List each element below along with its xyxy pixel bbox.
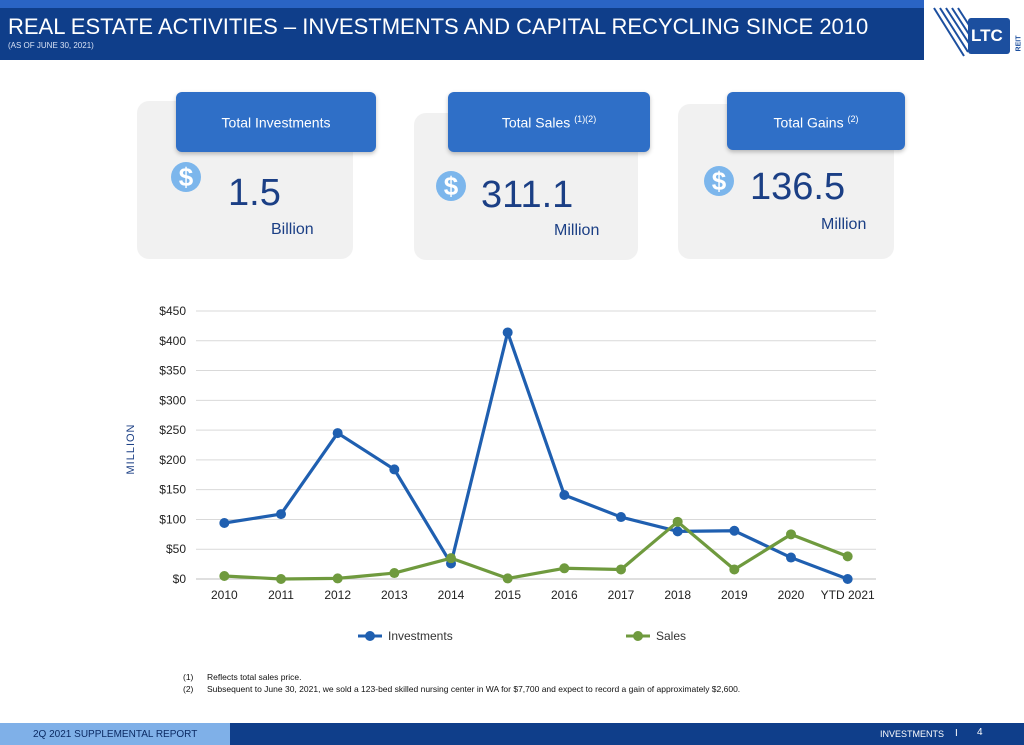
footnote-number: (2): [183, 684, 194, 694]
y-tick-label: $150: [159, 483, 186, 497]
x-tick-label: 2018: [664, 588, 691, 602]
data-point: [446, 553, 456, 564]
x-tick-label: YTD 2021: [821, 588, 875, 602]
stat-card-footnote-ref: (2): [847, 114, 859, 124]
y-tick-label: $350: [159, 364, 186, 378]
y-tick-label: $0: [173, 572, 187, 586]
data-point: [502, 327, 513, 338]
dollar-icon: $: [436, 171, 466, 201]
footnote-text: Reflects total sales price.: [207, 672, 302, 682]
page-number: 4: [977, 727, 983, 738]
legend-marker: [633, 631, 643, 641]
header-stripe: [0, 0, 1024, 8]
legend-label: Investments: [388, 629, 453, 643]
investments-sales-line-chart: $0 $50 $100 $150 $200 $250 $300 $350 $400 $450 201…: [125, 304, 876, 643]
legend-label: Sales: [656, 629, 686, 643]
data-point: [729, 564, 740, 575]
x-tick-label: 2017: [608, 588, 635, 602]
data-point: [616, 512, 626, 523]
stat-card-label: Total Gains: [773, 114, 844, 131]
logo-text: LTC: [971, 26, 1003, 45]
data-point: [276, 574, 286, 584]
stat-unit-total-gains: Million: [821, 216, 867, 233]
dollar-icon: $: [704, 166, 734, 196]
data-point: [842, 551, 853, 562]
data-point: [559, 490, 570, 501]
stat-unit-total-investments: Billion: [271, 221, 314, 238]
footer-section-name: INVESTMENTS: [880, 729, 945, 739]
y-tick-label: $400: [159, 334, 186, 348]
data-point: [672, 516, 683, 527]
data-point: [786, 552, 796, 563]
data-point: [332, 428, 343, 439]
x-tick-label: 2015: [494, 588, 521, 602]
stat-unit-total-sales: Million: [554, 222, 600, 239]
legend-marker: [365, 631, 375, 641]
stat-card-label: Total Investments: [221, 114, 331, 131]
footer-left-bar: [0, 723, 230, 745]
stat-card-tab-total-gains: Total Gains (2): [727, 92, 905, 150]
data-point: [219, 518, 230, 529]
x-tick-label: 2016: [551, 588, 578, 602]
stat-card-tab-total-investments: Total Investments: [176, 92, 376, 152]
footnote-text: Subsequent to June 30, 2021, we sold a 1…: [207, 684, 741, 694]
footer-report-name: 2Q 2021 SUPPLEMENTAL REPORT: [33, 729, 198, 740]
footer-right-bar: [230, 723, 1024, 745]
y-tick-label: $100: [159, 512, 186, 526]
series-line-sales: [224, 520, 849, 581]
data-point: [786, 529, 796, 540]
dollar-icon: $: [171, 162, 201, 192]
data-point: [219, 571, 230, 582]
data-point: [672, 526, 683, 537]
footnote-number: (1): [183, 672, 194, 682]
y-tick-label: $450: [159, 304, 186, 318]
logo-badge: [968, 18, 1010, 54]
footer-separator: I: [955, 728, 958, 739]
series-line-investments: [224, 330, 849, 581]
y-tick-label: $300: [159, 393, 186, 407]
x-tick-label: 2013: [381, 588, 408, 602]
data-point: [389, 568, 400, 579]
x-tick-label: 2020: [778, 588, 805, 602]
y-axis-title: MILLION: [125, 423, 137, 474]
x-tick-label: 2012: [324, 588, 351, 602]
data-point: [332, 573, 343, 584]
y-tick-label: $50: [166, 542, 186, 556]
y-tick-label: $250: [159, 423, 186, 437]
data-point: [559, 563, 570, 574]
data-point: [276, 509, 286, 520]
stat-value-total-investments: 1.5: [228, 172, 281, 214]
data-point: [616, 564, 626, 575]
data-point: [389, 464, 400, 475]
stat-value-total-gains: 136.5: [750, 166, 846, 208]
stat-card-tab-total-sales: Total Sales (1)(2): [448, 92, 650, 152]
page-title: REAL ESTATE ACTIVITIES – INVESTMENTS AND…: [8, 14, 869, 39]
x-tick-label: 2014: [438, 588, 465, 602]
y-tick-label: $200: [159, 453, 186, 467]
stat-value-total-sales: 311.1: [481, 174, 574, 216]
x-tick-label: 2010: [211, 588, 238, 602]
data-point: [502, 573, 513, 584]
data-point: [729, 525, 740, 536]
data-point: [842, 574, 853, 584]
stat-card-label: Total Sales: [501, 114, 571, 131]
header-banner: [0, 0, 1024, 60]
stat-card-footnote-ref: (1)(2): [574, 114, 597, 124]
page-subtitle: (AS OF JUNE 30, 2021): [8, 41, 94, 50]
x-tick-label: 2019: [721, 588, 748, 602]
x-tick-label: 2011: [268, 588, 294, 602]
